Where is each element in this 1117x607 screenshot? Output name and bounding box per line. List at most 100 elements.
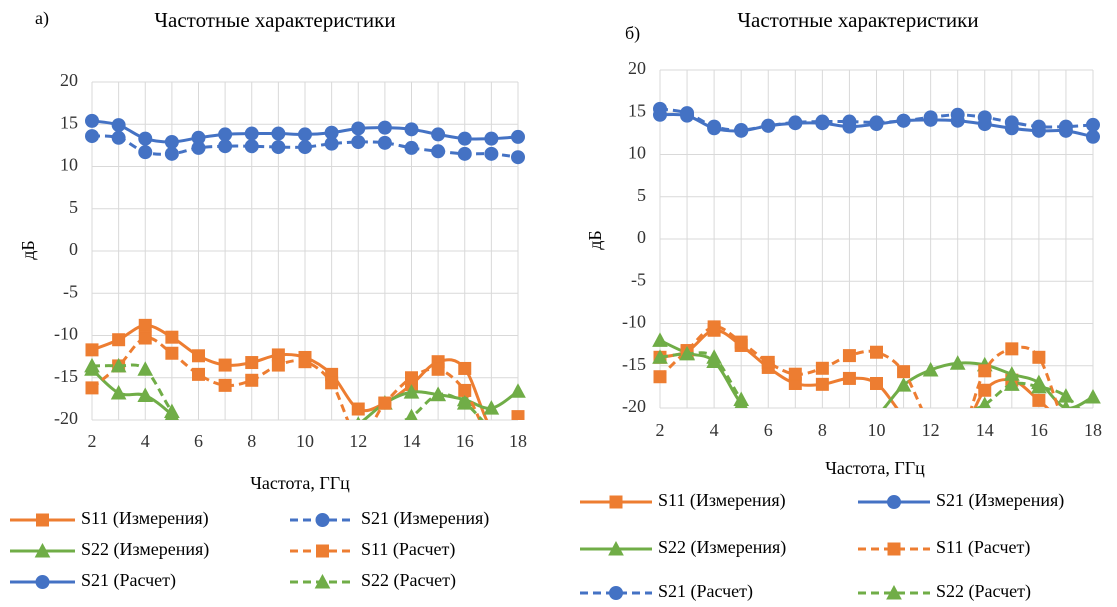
marker <box>316 544 329 558</box>
marker <box>511 150 525 165</box>
marker <box>137 387 154 402</box>
plot-area <box>84 113 526 460</box>
marker <box>896 113 911 128</box>
x-tick-label: 8 <box>247 431 256 451</box>
y-tick-label: -10 <box>622 312 646 332</box>
marker <box>244 139 259 154</box>
y-tick-label: 5 <box>69 197 78 217</box>
marker <box>1061 399 1071 408</box>
marker <box>271 447 285 460</box>
marker <box>456 395 473 410</box>
marker <box>485 422 497 434</box>
marker <box>298 355 312 369</box>
y-tick-label: -5 <box>63 281 78 301</box>
marker <box>218 139 233 154</box>
marker <box>788 367 802 381</box>
y-tick-label: 10 <box>60 155 78 175</box>
legend-label: S11 (Измерения) <box>81 508 209 529</box>
y-tick-label: -15 <box>54 366 78 386</box>
marker <box>218 358 232 372</box>
marker <box>653 370 667 384</box>
marker <box>405 371 418 385</box>
y-tick-label: 10 <box>628 143 646 163</box>
marker <box>707 119 722 134</box>
marker <box>1032 393 1046 407</box>
marker <box>511 410 525 420</box>
marker <box>405 408 418 420</box>
marker <box>378 421 392 434</box>
marker <box>842 435 856 448</box>
marker <box>138 145 153 160</box>
marker <box>85 381 99 395</box>
y-tick-label: -5 <box>631 269 646 289</box>
series-line <box>659 107 1094 132</box>
x-axis-title: Частота, ГГц <box>250 473 350 493</box>
marker <box>952 436 964 448</box>
y-tick-label: -10 <box>54 324 78 344</box>
marker <box>431 127 446 142</box>
marker <box>1086 117 1100 132</box>
marker <box>761 118 776 133</box>
x-tick-label: 2 <box>88 431 97 451</box>
marker <box>923 110 938 125</box>
marker <box>897 365 911 379</box>
marker <box>403 384 420 399</box>
marker <box>1004 115 1019 130</box>
marker <box>112 333 126 347</box>
marker <box>138 331 152 345</box>
marker <box>1031 378 1047 394</box>
x-tick-label: 14 <box>976 420 994 440</box>
marker <box>788 115 803 130</box>
y-tick-label: 5 <box>637 185 646 205</box>
marker <box>887 542 901 556</box>
marker <box>887 495 901 509</box>
marker <box>1032 350 1046 364</box>
marker <box>404 122 419 137</box>
marker <box>404 140 419 155</box>
marker <box>484 131 499 146</box>
marker <box>457 146 472 161</box>
y-tick-label: 20 <box>60 70 78 90</box>
marker <box>484 421 498 434</box>
marker <box>1060 419 1072 431</box>
marker <box>325 430 339 443</box>
marker <box>218 447 232 460</box>
marker <box>244 126 259 141</box>
marker <box>430 386 446 402</box>
x-tick-label: 6 <box>764 420 773 440</box>
plot-area <box>652 101 1101 448</box>
marker <box>192 367 205 381</box>
marker <box>952 436 964 448</box>
marker <box>1031 119 1046 134</box>
y-tick-label: -15 <box>622 354 646 374</box>
marker <box>1085 388 1101 404</box>
marker <box>138 318 152 332</box>
marker <box>484 146 499 161</box>
marker <box>734 122 749 137</box>
x-tick-label: 14 <box>403 431 421 451</box>
marker <box>898 410 910 422</box>
marker <box>978 364 992 378</box>
y-tick-label: 20 <box>628 58 646 78</box>
legend-label: S21 (Расчет) <box>81 570 176 591</box>
marker <box>609 586 623 600</box>
marker <box>325 447 339 460</box>
x-tick-label: 12 <box>349 431 367 451</box>
marker <box>218 447 232 460</box>
marker <box>951 409 965 422</box>
y-tick-label: -20 <box>54 408 78 428</box>
marker <box>815 361 829 375</box>
marker <box>950 107 965 122</box>
marker <box>164 146 179 161</box>
marker <box>978 383 992 397</box>
marker <box>84 357 100 373</box>
marker <box>842 349 856 363</box>
marker <box>431 144 446 159</box>
legend-label: S22 (Измерения) <box>81 539 209 560</box>
marker <box>734 335 748 349</box>
marker <box>85 343 99 357</box>
marker <box>165 330 179 344</box>
marker <box>271 358 285 372</box>
marker <box>351 121 366 136</box>
marker <box>870 345 883 359</box>
